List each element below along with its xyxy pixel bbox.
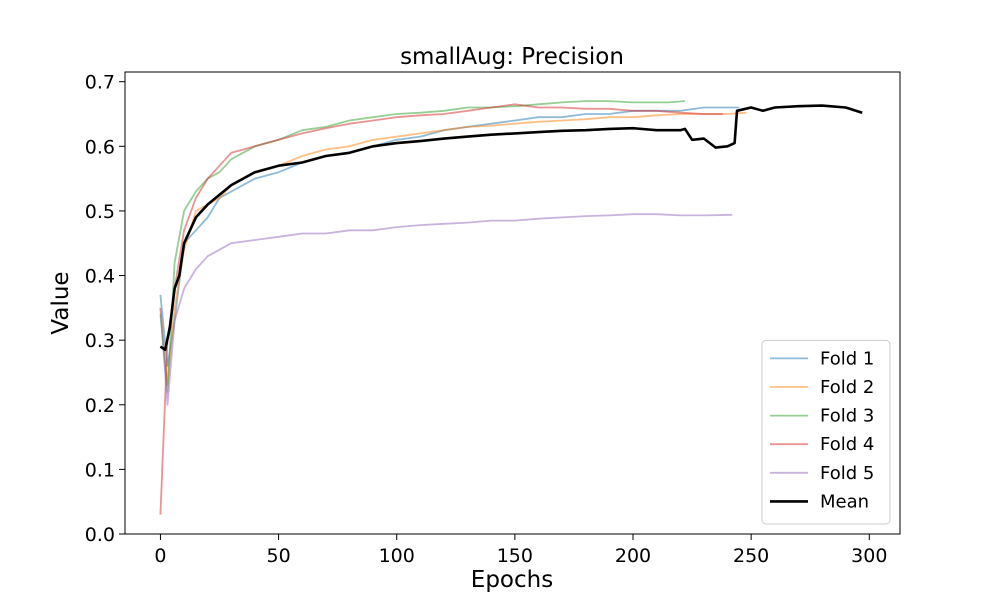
y-tick-label: 0.7 bbox=[85, 72, 115, 94]
x-axis-ticks: 0 50 100 150 200 250 300 bbox=[154, 534, 887, 567]
y-tick-label: 0.1 bbox=[85, 459, 115, 481]
series-line-mean bbox=[159, 104, 863, 352]
series-layer bbox=[159, 100, 863, 515]
y-tick-label: 0.2 bbox=[85, 395, 115, 417]
series-line-fold-5 bbox=[159, 213, 733, 406]
legend-label: Fold 3 bbox=[820, 406, 874, 427]
x-tick-label: 0 bbox=[154, 545, 166, 567]
y-tick-label: 0.3 bbox=[85, 330, 115, 352]
x-tick-label: 300 bbox=[851, 545, 887, 567]
x-tick-label: 150 bbox=[497, 545, 533, 567]
x-axis-label: Epochs bbox=[471, 567, 553, 593]
series-line-fold-4 bbox=[159, 103, 723, 515]
y-tick-label: 0.6 bbox=[85, 136, 115, 158]
y-axis-label: Value bbox=[48, 271, 74, 334]
legend-label: Fold 2 bbox=[820, 377, 874, 398]
y-tick-label: 0.4 bbox=[85, 266, 115, 288]
x-tick-label: 250 bbox=[733, 545, 769, 567]
chart-title: smallAug: Precision bbox=[400, 44, 624, 70]
legend-label: Fold 5 bbox=[820, 463, 874, 484]
legend-label: Fold 4 bbox=[820, 434, 874, 455]
y-tick-label: 0.0 bbox=[85, 524, 115, 546]
axes-frame bbox=[124, 71, 901, 535]
x-tick-label: 200 bbox=[615, 545, 651, 567]
y-tick-label: 0.5 bbox=[85, 201, 115, 223]
series-line-fold-3 bbox=[159, 100, 686, 393]
legend: Fold 1 Fold 2 Fold 3 Fold 4 Fold 5 Mean bbox=[761, 339, 891, 525]
legend-label: Fold 1 bbox=[820, 348, 874, 369]
x-tick-label: 50 bbox=[266, 545, 290, 567]
legend-label: Mean bbox=[820, 491, 869, 512]
x-tick-label: 100 bbox=[379, 545, 415, 567]
y-axis-ticks: 0.0 0.1 0.2 0.3 0.4 0.5 0.6 0.7 bbox=[85, 72, 125, 546]
